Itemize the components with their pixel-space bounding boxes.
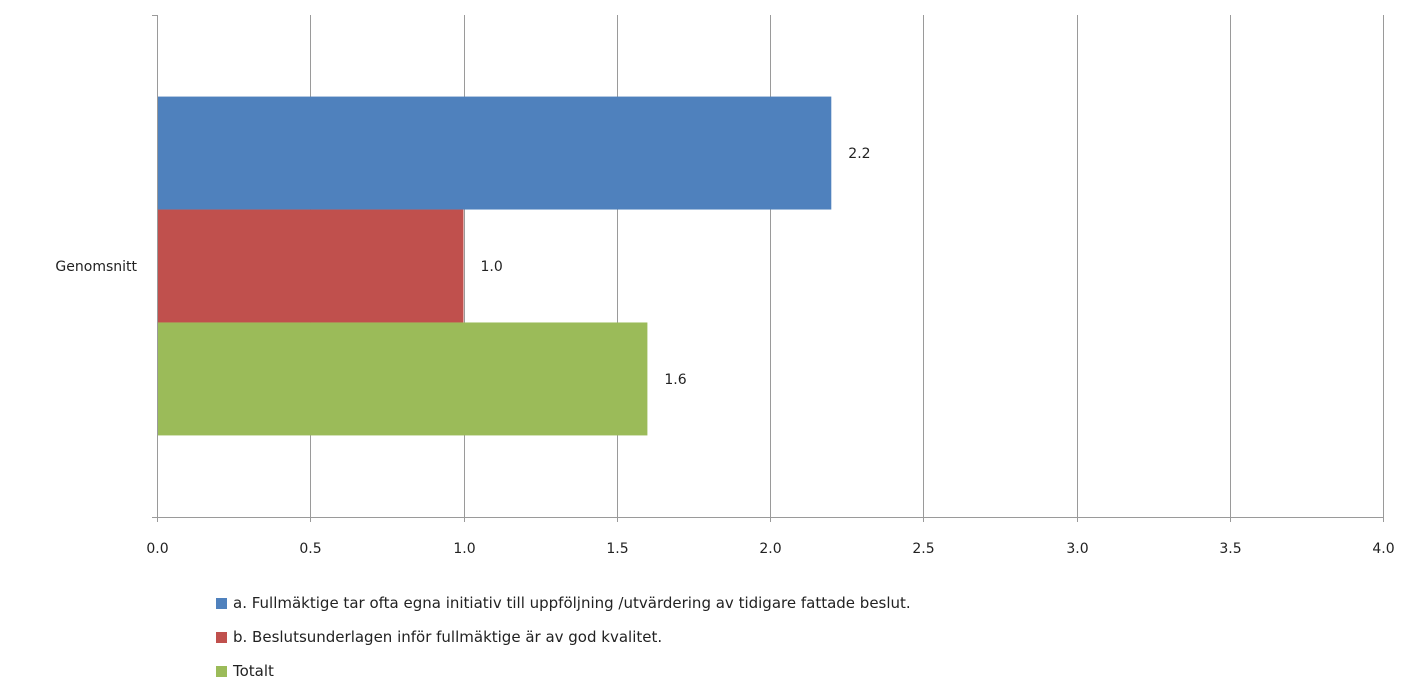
legend-item: Totalt	[216, 660, 1366, 682]
legend-swatch	[216, 665, 227, 677]
x-tick-label: 1.0	[453, 541, 475, 557]
x-tick-label: 0.0	[146, 541, 168, 557]
bar	[158, 96, 832, 210]
x-tick-label: 0.5	[299, 541, 321, 557]
bars	[158, 96, 832, 436]
x-tick-label: 2.5	[912, 541, 934, 557]
data-label: 1.0	[481, 259, 503, 275]
x-tick-label: 3.5	[1219, 541, 1241, 557]
x-tick-label: 3.0	[1066, 541, 1088, 557]
x-tick-label: 4.0	[1372, 541, 1394, 557]
legend-label: b. Beslutsunderlagen inför fullmäktige ä…	[233, 628, 663, 646]
legend-label: Totalt	[233, 662, 274, 680]
bar	[158, 209, 464, 323]
legend-item: a. Fullmäktige tar ofta egna initiativ t…	[216, 592, 1366, 614]
data-label: 1.6	[664, 372, 686, 388]
x-tick-label: 1.5	[606, 541, 628, 557]
labels: 0.0 0.5 1.0 1.5 2.0 2.5 3.0 3.5 4.0 2.2 1.0 1.6 Geno…	[55, 146, 1394, 557]
category-label: Genomsnitt	[55, 259, 137, 275]
bar-chart: 0.0 0.5 1.0 1.5 2.0 2.5 3.0 3.5 4.0 2.2 1.0 1.6 Geno…	[55, 15, 1395, 557]
x-tick-label: 2.0	[759, 541, 781, 557]
gridlines	[310, 15, 1384, 517]
legend-label: a. Fullmäktige tar ofta egna initiativ t…	[233, 594, 911, 612]
legend-item: b. Beslutsunderlagen inför fullmäktige ä…	[216, 626, 1366, 648]
legend-swatch	[216, 597, 227, 609]
data-label: 2.2	[848, 146, 870, 162]
axes	[152, 15, 1384, 522]
legend-swatch	[216, 631, 227, 643]
bar	[158, 322, 648, 436]
legend: a. Fullmäktige tar ofta egna initiativ t…	[216, 592, 1366, 694]
